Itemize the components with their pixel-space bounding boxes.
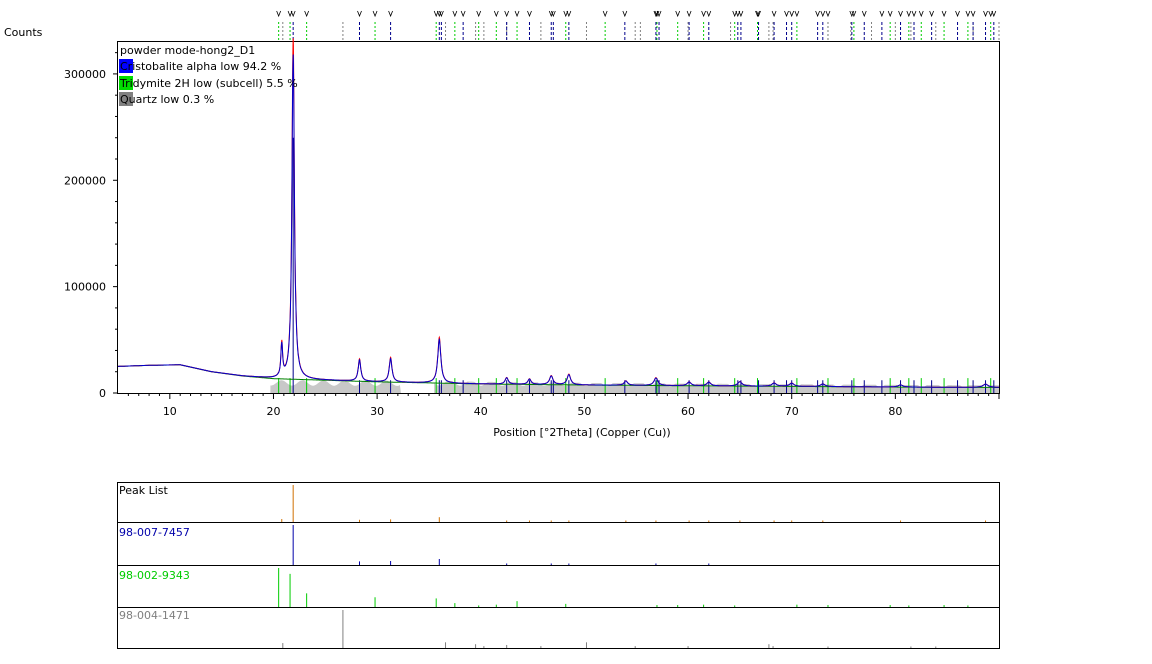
top-marker (550, 10, 556, 18)
x-tick-label: 50 (577, 405, 591, 418)
legend-label-cristobalite: Cristobalite alpha low 94.2 % (120, 60, 281, 73)
curves-group (118, 38, 999, 388)
panel-label-peak-list: Peak List (119, 484, 169, 497)
top-marker (851, 10, 857, 18)
top-marker (388, 10, 393, 18)
y-tick-label: 200000 (64, 174, 106, 187)
top-marker (825, 10, 831, 18)
reference-panels: Peak List 98-007-7457 98-002-9343 98-004… (117, 482, 1000, 649)
top-marker (566, 10, 572, 18)
top-marker (738, 10, 744, 18)
top-marker (476, 10, 482, 18)
x-tick-label: 10 (163, 405, 177, 418)
top-marker (898, 10, 903, 18)
top-marker (276, 10, 282, 18)
panel-label-quartz-ref: 98-004-1471 (119, 609, 190, 622)
top-marker (357, 10, 362, 18)
top-marker (654, 10, 660, 18)
legend-swatch-tridymite (119, 76, 133, 90)
top-marker (460, 10, 466, 18)
legend-swatch-cristobalite (119, 59, 133, 73)
top-marker (372, 10, 378, 18)
legend: powder mode-hong2_D1 Cristobalite alpha … (119, 44, 298, 106)
top-marker (504, 10, 510, 18)
top-marker (918, 10, 924, 18)
x-tick-label: 80 (888, 405, 902, 418)
panel-label-cristobalite-ref: 98-007-7457 (119, 526, 190, 539)
top-marker (991, 10, 997, 18)
top-marker (906, 10, 912, 18)
top-marker (911, 10, 917, 18)
y-tick-label: 100000 (64, 281, 106, 294)
x-tick-label: 20 (266, 405, 280, 418)
x-tick-label: 30 (370, 405, 384, 418)
main-plot-frame (117, 41, 1000, 394)
x-axis-label: Position [°2Theta] (Copper (Cu)) (493, 426, 670, 439)
top-marker (602, 10, 608, 18)
top-marker (887, 10, 893, 18)
reference-bars-group (278, 137, 995, 393)
top-marker (622, 10, 628, 18)
top-marker (955, 10, 960, 18)
top-marker (820, 10, 826, 18)
top-marker (701, 10, 706, 18)
top-marker (983, 10, 988, 18)
top-marker (929, 10, 935, 18)
top-marker (784, 10, 789, 18)
x-tick-label: 40 (474, 405, 488, 418)
top-marker (548, 10, 554, 18)
legend-label-tridymite: Tridymite 2H low (subcell) 5.5 % (119, 77, 298, 90)
observed-curve (118, 38, 999, 388)
x-tick-label: 60 (681, 405, 695, 418)
top-marker (675, 10, 681, 18)
y-tick-label: 300000 (64, 68, 106, 81)
top-marker (941, 10, 947, 18)
top-marker (789, 10, 795, 18)
top-marker (849, 10, 855, 18)
top-marker (436, 10, 442, 18)
top-marker (514, 10, 520, 18)
top-marker (861, 10, 867, 18)
legend-label-quartz: Quartz low 0.3 % (120, 93, 214, 106)
calculated-curve (118, 54, 999, 388)
top-marker (287, 10, 293, 18)
y-tick-label: 0 (99, 387, 106, 400)
sample-name: powder mode-hong2_D1 (120, 44, 255, 57)
top-marker (304, 10, 310, 18)
top-marker (756, 10, 761, 18)
top-marker (433, 10, 439, 18)
top-marker (653, 10, 659, 18)
legend-swatch-quartz (119, 92, 133, 106)
top-marker (879, 10, 885, 18)
top-marker (794, 10, 800, 18)
axes-group: 0 100000 200000 300000 10 20 30 40 50 60 70 80 (64, 52, 1000, 418)
top-marker (970, 10, 976, 18)
top-marker (656, 10, 662, 18)
top-marker (965, 10, 971, 18)
top-marker (452, 10, 458, 18)
panel-label-tridymite-ref: 98-002-9343 (119, 569, 190, 582)
top-marker (439, 10, 444, 18)
top-marker (732, 10, 738, 18)
reference-ticks-group (276, 10, 1000, 40)
top-marker (988, 10, 994, 18)
top-marker (755, 10, 760, 18)
top-marker (815, 10, 820, 18)
y-axis-label: Counts (4, 26, 43, 39)
top-marker (563, 10, 569, 18)
top-marker (493, 10, 499, 18)
top-marker (771, 10, 777, 18)
top-marker (686, 10, 692, 18)
top-marker (527, 10, 532, 18)
x-tick-label: 70 (785, 405, 799, 418)
top-marker (706, 10, 712, 18)
top-marker (290, 10, 296, 18)
top-marker (735, 10, 741, 18)
